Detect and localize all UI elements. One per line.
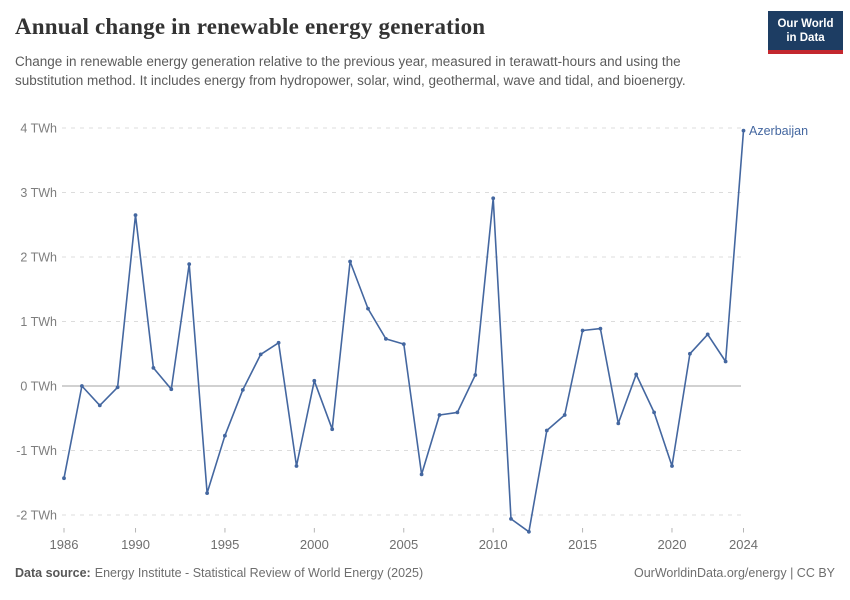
data-source-text: Energy Institute - Statistical Review of… [94,566,424,580]
data-point[interactable] [562,413,567,417]
data-point[interactable] [491,196,496,201]
data-point[interactable] [62,476,66,481]
data-point[interactable] [133,213,138,218]
data-point[interactable] [187,262,192,266]
y-axis-label: -2 TWh [16,509,57,523]
data-point[interactable] [169,387,174,392]
data-point[interactable] [652,410,656,415]
credit-link[interactable]: OurWorldinData.org/energy | CC BY [633,566,835,580]
data-point[interactable] [384,337,388,341]
data-point[interactable] [688,351,692,356]
data-point[interactable] [240,388,245,392]
y-axis-label: 1 TWh [20,315,57,329]
data-point[interactable] [80,384,84,388]
series-end-label[interactable]: Azerbaijan [749,124,809,138]
data-point[interactable] [670,464,674,468]
data-source: Data source: Energy Institute - Statistic… [15,566,423,580]
footer: Data source: Energy Institute - Statistic… [15,566,835,580]
x-axis-label: 2024 [729,537,758,552]
data-point[interactable] [312,378,317,383]
y-axis-label: 4 TWh [20,122,57,136]
data-point[interactable] [348,259,352,264]
data-point[interactable] [741,128,746,133]
data-point[interactable] [258,352,263,357]
y-axis-label: 3 TWh [20,186,57,200]
owid-logo: Our World in Data [768,11,843,54]
data-point[interactable] [634,372,639,377]
x-axis-label: 2005 [389,537,418,552]
data-point[interactable] [509,517,513,521]
chart-subtitle: Change in renewable energy generation re… [15,54,686,88]
x-axis-label: 1986 [50,537,79,552]
data-point[interactable] [366,306,370,311]
data-point[interactable] [205,491,210,495]
data-point[interactable] [151,366,156,370]
data-point[interactable] [294,464,299,468]
data-source-label: Data source: [15,566,91,580]
owid-logo-line1: Our World [777,18,834,30]
data-point[interactable] [527,529,531,534]
data-point[interactable] [455,410,460,415]
data-point[interactable] [598,326,603,331]
data-point[interactable] [437,413,442,417]
data-point[interactable] [723,359,728,364]
x-axis-label: 2010 [479,537,508,552]
data-point[interactable] [115,385,120,390]
y-axis-label: -1 TWh [16,444,57,458]
x-axis-label: 1990 [121,537,150,552]
data-point[interactable] [330,427,335,432]
x-axis-label: 2015 [568,537,597,552]
x-axis-label: 2000 [300,537,329,552]
data-point[interactable] [580,328,585,333]
y-axis-label: 2 TWh [20,251,57,265]
page-title: Annual change in renewable energy genera… [15,14,486,39]
owid-logo-line2: in Data [786,32,825,44]
data-point[interactable] [544,428,549,433]
data-point[interactable] [401,342,406,346]
line-series-azerbaijan[interactable] [63,129,745,533]
data-point[interactable] [616,421,621,426]
data-point[interactable] [276,340,281,345]
data-point[interactable] [97,403,102,408]
data-point[interactable] [705,332,710,337]
x-axis-label: 2020 [658,537,687,552]
data-point[interactable] [419,472,424,477]
data-point[interactable] [223,433,227,438]
y-axis-label: 0 TWh [20,380,57,394]
x-axis-label: 1995 [210,537,239,552]
data-point[interactable] [473,373,478,377]
